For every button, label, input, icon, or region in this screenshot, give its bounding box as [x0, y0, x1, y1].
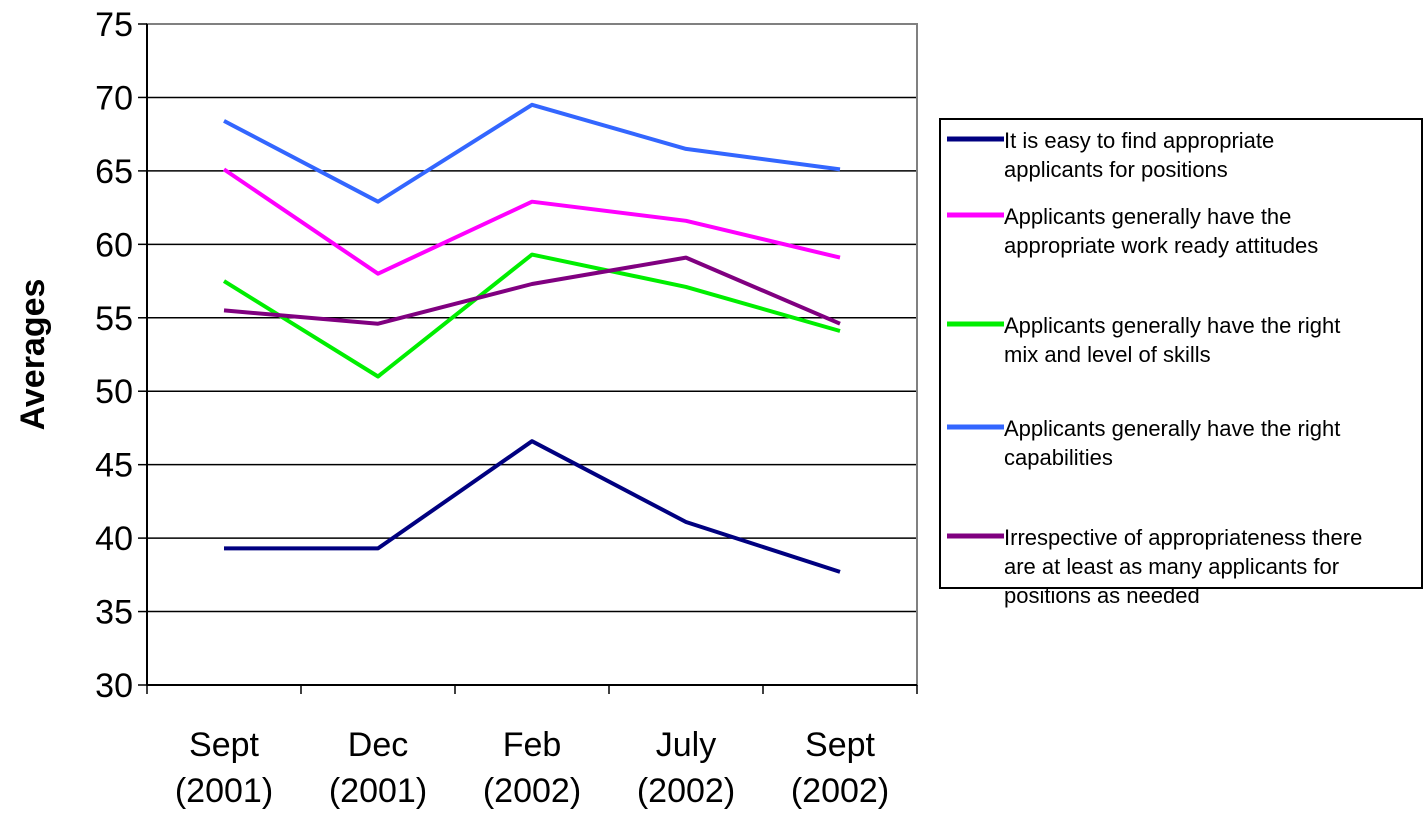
- legend-label: Applicants generally have the: [1004, 204, 1291, 229]
- y-tick-label: 70: [95, 79, 133, 117]
- y-axis-title: Averages: [14, 279, 52, 431]
- legend-label: capabilities: [1004, 445, 1113, 470]
- series-line: [223, 255, 841, 326]
- x-tick-label: Feb (2002): [483, 726, 581, 810]
- y-tick-label: 65: [95, 153, 133, 191]
- gridlines: [147, 96, 917, 613]
- y-tick-label: 35: [95, 594, 133, 632]
- y-tick-label: 45: [95, 447, 133, 485]
- legend: It is easy to find appropriate applicants…: [939, 118, 1423, 608]
- x-tick-label-line: (2001): [175, 772, 273, 810]
- legend-label: It is easy to find appropriate: [1004, 128, 1274, 153]
- x-tick-label-line: Dec: [348, 726, 408, 764]
- x-tick-label-line: (2002): [791, 772, 889, 810]
- x-tick-label-line: (2002): [637, 772, 735, 810]
- y-tick-label: 60: [95, 226, 133, 264]
- x-tick-label: Sept (2002): [791, 726, 889, 810]
- legend-label: applicants for positions: [1004, 157, 1228, 182]
- legend-label: appropriate work ready attitudes: [1004, 233, 1318, 258]
- x-tick-label-line: July: [656, 726, 716, 764]
- legend-box: [939, 118, 1423, 589]
- axes: 30 35 40 45 50 55 60 65 70 75 Sept (2001) Dec (2001) F…: [95, 6, 918, 810]
- legend-label: Applicants generally have the right: [1004, 416, 1340, 441]
- x-tick-label-line: Feb: [503, 726, 562, 764]
- x-tick-label-line: (2002): [483, 772, 581, 810]
- series-line: [222, 252, 841, 379]
- legend-label: Applicants generally have the right: [1004, 313, 1340, 338]
- legend-label: Irrespective of appropriateness there: [1004, 525, 1362, 550]
- y-tick-label: 50: [95, 373, 133, 411]
- series-lines: [222, 102, 841, 574]
- series-line: [222, 167, 841, 276]
- legend-label: are at least as many applicants for: [1004, 554, 1339, 579]
- y-tick-label: 30: [95, 667, 133, 705]
- legend-label: mix and level of skills: [1004, 342, 1211, 367]
- series-line: [223, 102, 841, 204]
- legend-label: positions as needed: [1004, 583, 1200, 608]
- x-tick-label-line: (2001): [329, 772, 427, 810]
- x-tick-label: Sept (2001): [175, 726, 273, 810]
- x-tick-label: July (2002): [637, 726, 735, 810]
- x-tick-label: Dec (2001): [329, 726, 427, 810]
- plot-area-border: [146, 23, 918, 686]
- y-tick-label: 55: [95, 300, 133, 338]
- x-tick-label-line: Sept: [189, 726, 259, 764]
- y-tick-label: 75: [95, 6, 133, 44]
- y-tick-label: 40: [95, 520, 133, 558]
- series-line: [224, 439, 841, 574]
- x-tick-label-line: Sept: [805, 726, 875, 764]
